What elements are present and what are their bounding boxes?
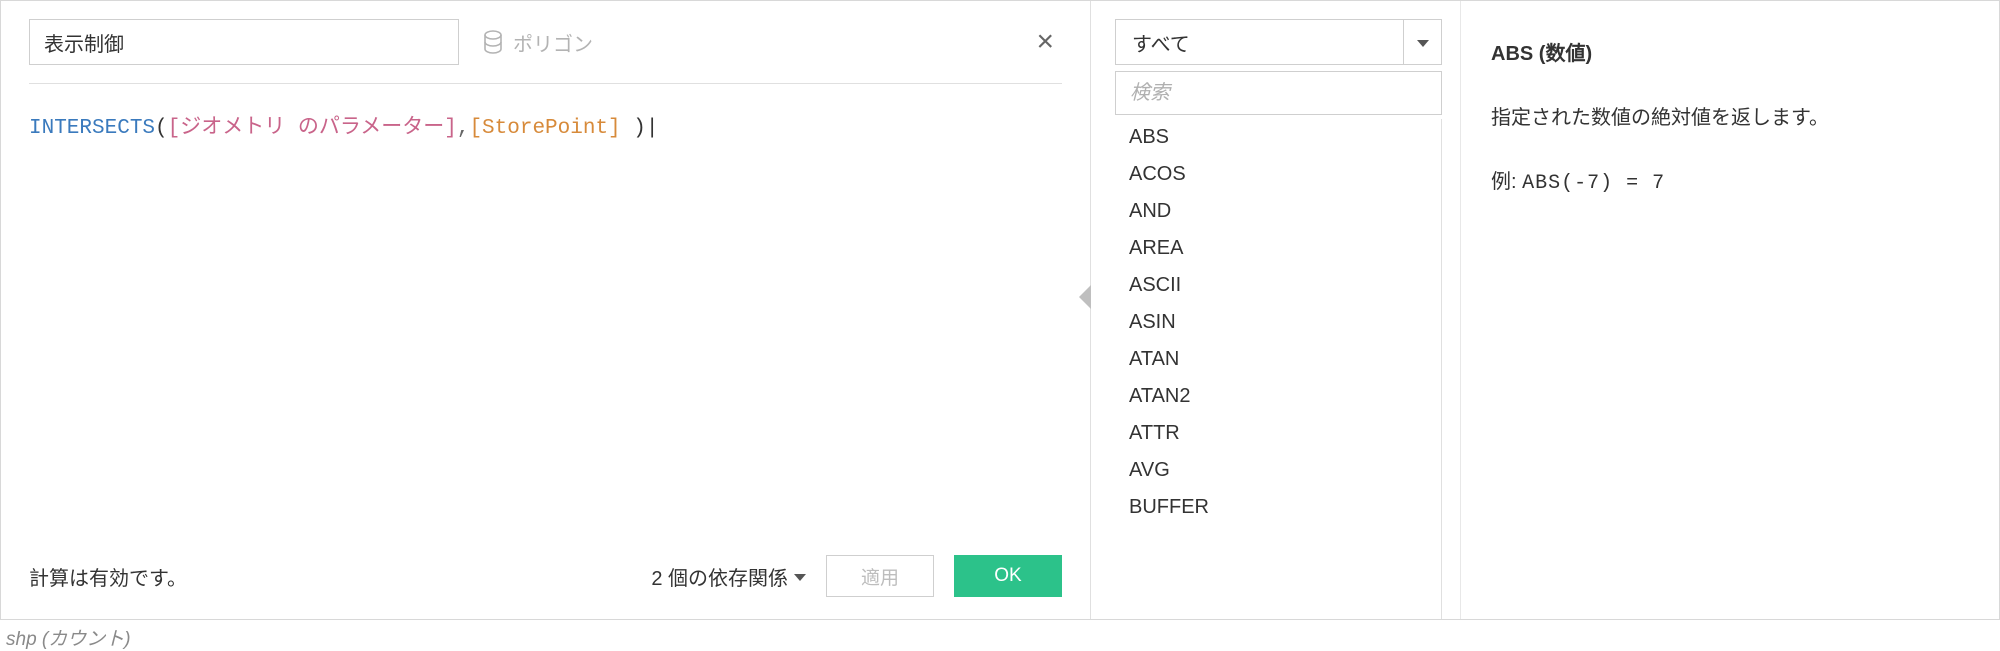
function-list-item[interactable]: ATTR [1115,415,1441,452]
token-comma: , [457,117,470,140]
token-space [621,117,634,140]
function-list-item[interactable]: ASIN [1115,304,1441,341]
help-signature: ABS (数値) [1491,35,1969,73]
chevron-down-icon [794,574,806,581]
editor-footer: 計算は有効です。 2 個の依存関係 適用 OK [1,537,1090,619]
formula-textarea[interactable]: INTERSECTS([ジオメトリ のパラメーター],[StorePoint] … [1,84,1090,537]
calc-name-input[interactable] [29,19,459,65]
apply-button[interactable]: 適用 [826,555,934,597]
close-button[interactable]: × [1028,25,1062,59]
help-example: 例: ABS(-7) = 7 [1491,163,1969,203]
function-list-item[interactable]: ATAN2 [1115,378,1441,415]
function-list-item[interactable]: AVG [1115,452,1441,489]
function-list[interactable]: ABSACOSANDAREAASCIIASINATANATAN2ATTRAVGB… [1115,119,1442,619]
function-search-input[interactable] [1115,71,1442,115]
function-list-item[interactable]: AND [1115,193,1441,230]
collapse-help-handle[interactable] [1079,285,1091,309]
function-list-item[interactable]: BUFFER [1115,489,1441,526]
background-pill-fragment: shp (カウント) [0,620,2000,651]
datasource-indicator: ポリゴン [483,28,593,57]
chevron-down-icon [1417,40,1429,47]
function-list-item[interactable]: ABS [1115,119,1441,156]
function-list-pane: すべて ABSACOSANDAREAASCIIASINATANATAN2ATTR… [1091,1,1461,619]
editor-pane: ポリゴン × INTERSECTS([ジオメトリ のパラメーター],[Store… [1,1,1091,619]
function-list-item[interactable]: ASCII [1115,267,1441,304]
ok-button[interactable]: OK [954,555,1062,597]
function-list-item[interactable]: ATAN [1115,341,1441,378]
dependencies-label: 2 個の依存関係 [651,562,788,591]
dependencies-dropdown[interactable]: 2 個の依存関係 [651,562,806,591]
database-icon [483,30,503,54]
help-example-label: 例: [1491,171,1517,193]
editor-header: ポリゴン × [1,1,1090,73]
help-description: 指定された数値の絶対値を返します。 [1491,99,1969,137]
calc-editor-dialog: ポリゴン × INTERSECTS([ジオメトリ のパラメーター],[Store… [0,0,2000,620]
help-example-code: ABS(-7) = 7 [1522,172,1665,195]
function-list-item[interactable]: AREA [1115,230,1441,267]
category-dropdown-button[interactable] [1403,20,1441,64]
validation-status: 計算は有効です。 [29,562,187,591]
function-list-item[interactable]: ACOS [1115,156,1441,193]
function-help-pane: ABS (数値) 指定された数値の絶対値を返します。 例: ABS(-7) = … [1461,1,1999,619]
text-cursor: | [646,117,659,140]
datasource-label: ポリゴン [513,28,593,57]
token-field-2: [StorePoint] [469,117,620,140]
category-select[interactable]: すべて [1115,19,1442,65]
token-function: INTERSECTS [29,117,155,140]
token-paren-open: ( [155,117,168,140]
category-selected-label: すべて [1132,28,1190,57]
token-field-1: [ジオメトリ のパラメーター] [168,117,457,140]
token-paren-close: ) [633,117,646,140]
